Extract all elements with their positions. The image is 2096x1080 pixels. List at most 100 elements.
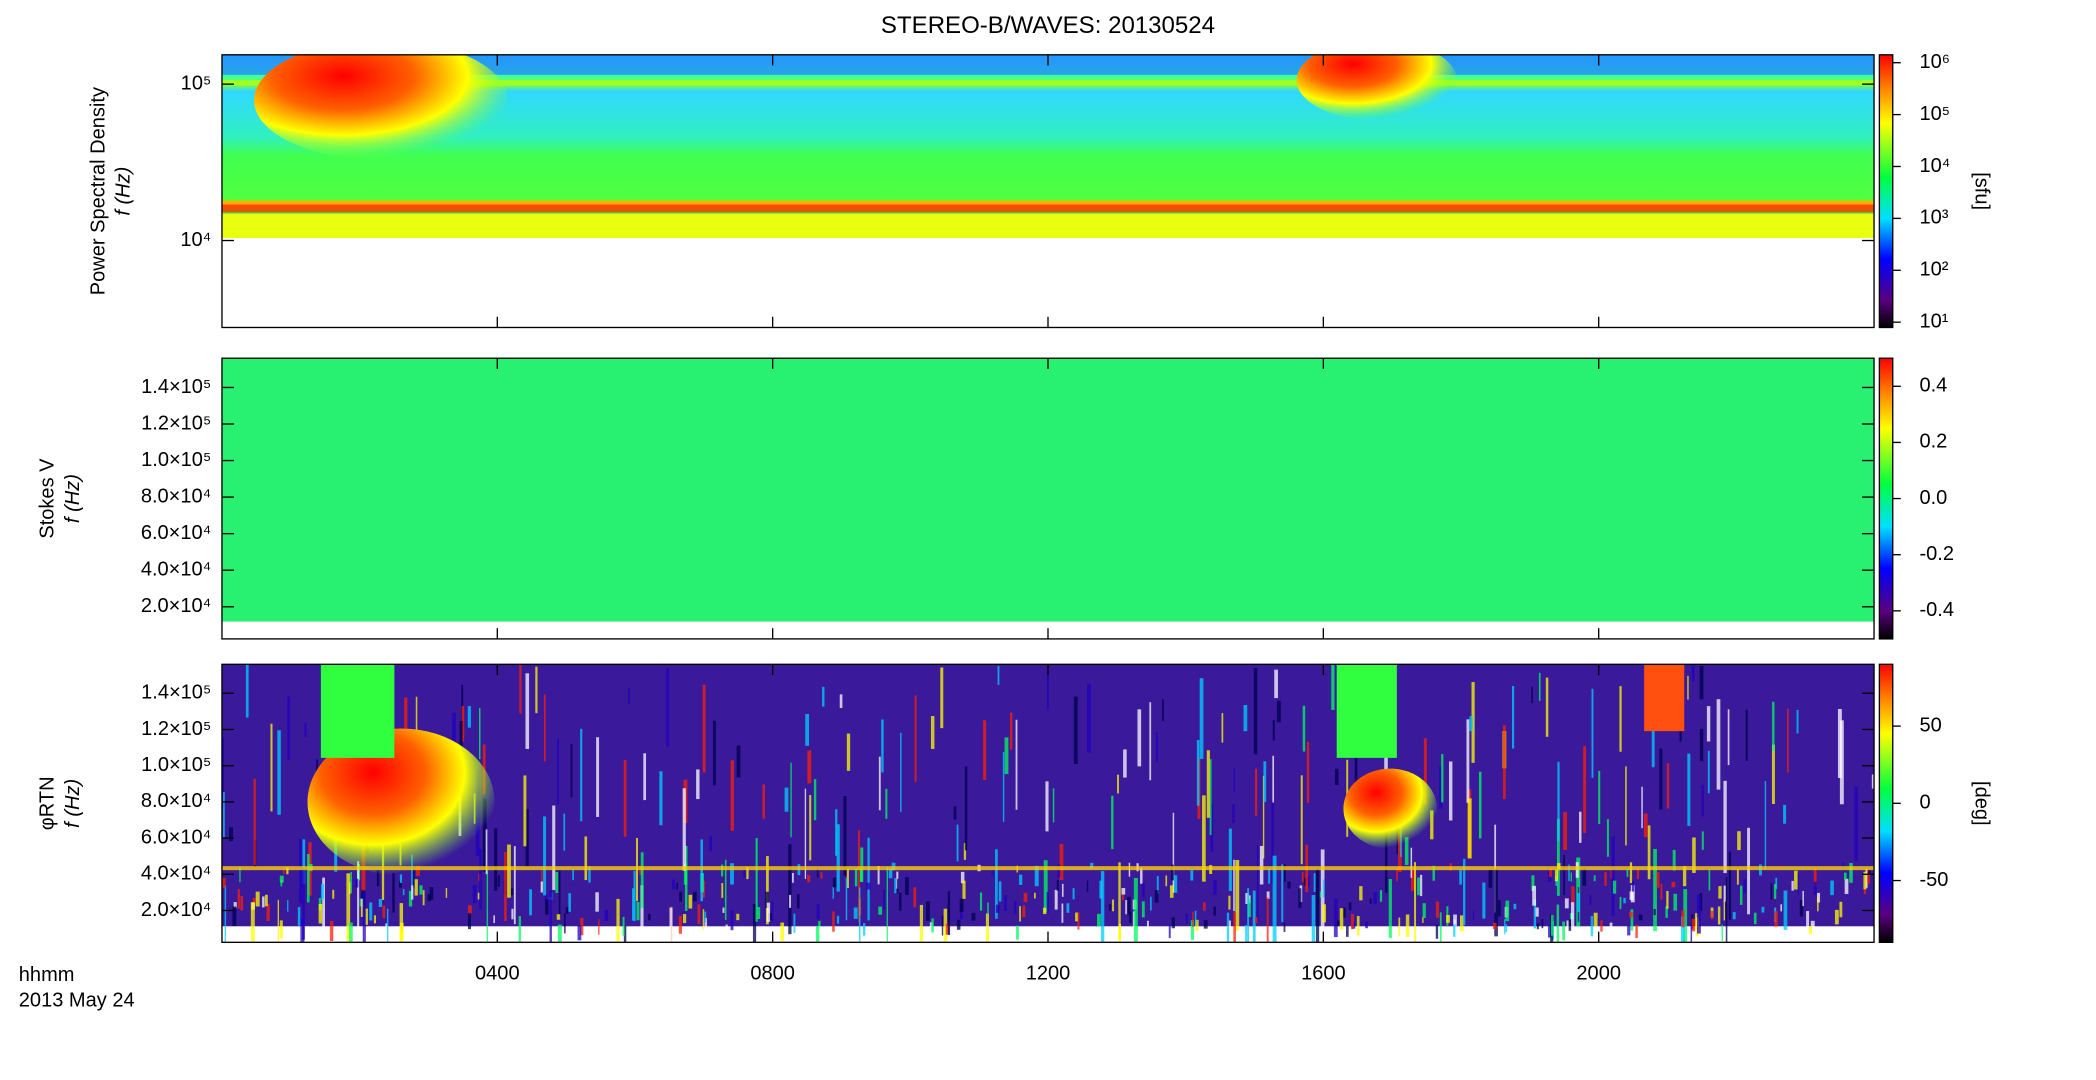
heatmap-noise xyxy=(964,766,968,851)
heatmap-noise xyxy=(1252,890,1256,943)
heatmap-noise xyxy=(1398,917,1401,937)
heatmap-noise xyxy=(622,916,625,936)
heatmap-noise xyxy=(1274,669,1278,699)
heatmap-noise xyxy=(1813,868,1817,886)
heatmap-noise xyxy=(279,920,283,939)
heatmap-noise xyxy=(245,664,249,718)
heatmap-noise xyxy=(1830,880,1834,896)
heatmap-noise xyxy=(807,874,811,883)
heatmap-noise xyxy=(452,712,456,765)
heatmap-noise xyxy=(858,887,861,943)
y-tick-label: 1.4×10⁵ xyxy=(141,682,211,704)
heatmap-noise xyxy=(302,839,306,885)
heatmap-noise xyxy=(1023,892,1028,903)
heatmap-noise xyxy=(709,835,713,852)
heatmap-noise xyxy=(1772,701,1775,751)
heatmap-noise xyxy=(494,828,498,891)
heatmap-noise xyxy=(730,910,734,931)
heatmap-noise xyxy=(1272,719,1275,741)
heatmap-noise xyxy=(682,914,687,924)
heatmap-noise xyxy=(659,771,663,826)
date-label: 2013 May 24 xyxy=(19,989,135,1011)
heatmap-noise xyxy=(790,762,792,838)
heatmap-noise xyxy=(1636,869,1640,880)
colorbar-tick-label: 10⁵ xyxy=(1919,103,1950,125)
heatmap-noise xyxy=(1111,795,1114,850)
heatmap-noise xyxy=(987,902,989,915)
heatmap-noise xyxy=(843,796,847,876)
heatmap-noise xyxy=(1549,867,1553,877)
heatmap-noise xyxy=(1439,766,1443,809)
x-axis-label: hhmm xyxy=(19,964,75,986)
heatmap-noise xyxy=(1331,664,1335,710)
heatmap-noise xyxy=(1843,872,1847,881)
heatmap-noise xyxy=(535,666,538,714)
heatmap-noise xyxy=(1647,825,1651,880)
heatmap-noise xyxy=(1195,919,1199,931)
heatmap-noise xyxy=(253,778,256,866)
heatmap-noise xyxy=(1656,872,1660,888)
heatmap-noise xyxy=(1150,896,1152,911)
heatmap-noise xyxy=(1262,775,1265,859)
heatmap-noise xyxy=(913,887,917,908)
heatmap-noise xyxy=(1169,885,1174,898)
heatmap-noise xyxy=(1300,775,1303,865)
heatmap-noise xyxy=(1687,675,1689,700)
heatmap-noise xyxy=(1154,890,1159,903)
heatmap-noise xyxy=(1707,750,1710,794)
heatmap-noise xyxy=(1396,868,1398,882)
heatmap-noise xyxy=(1604,872,1607,886)
y-tick-label: 1.0×10⁵ xyxy=(141,449,211,471)
heatmap-noise xyxy=(1535,907,1539,917)
heatmap-noise xyxy=(543,694,546,762)
heatmap-noise xyxy=(862,923,866,936)
heatmap-noise xyxy=(860,847,864,882)
heatmap-noise xyxy=(479,849,482,910)
heatmap-noise xyxy=(549,890,552,943)
heatmap-noise xyxy=(369,902,373,921)
heatmap-noise xyxy=(1780,904,1783,912)
heatmap-noise xyxy=(1245,892,1249,905)
heatmap-noise xyxy=(700,839,703,902)
heatmap-noise xyxy=(414,879,418,896)
heatmap-noise xyxy=(1203,902,1206,911)
heatmap-noise xyxy=(1867,870,1870,884)
colorbar-tick-label: 10³ xyxy=(1919,207,1948,229)
heatmap-noise xyxy=(983,720,987,781)
heatmap-band xyxy=(221,866,1875,871)
heatmap-noise xyxy=(1839,720,1844,805)
heatmap-noise xyxy=(1373,891,1378,905)
heatmap-noise xyxy=(1004,895,1007,911)
chart-title: STEREO-B/WAVES: 20130524 xyxy=(881,12,1215,39)
heatmap-noise xyxy=(702,684,706,773)
heatmap-noise xyxy=(1721,924,1723,941)
heatmap-noise xyxy=(1422,916,1424,923)
heatmap-noise xyxy=(746,866,749,880)
heatmap-noise xyxy=(1653,909,1656,916)
heatmap-noise xyxy=(1478,771,1482,839)
heatmap-noise xyxy=(1672,849,1676,871)
y-tick-label: 2.0×10⁴ xyxy=(141,899,211,921)
heatmap-noise xyxy=(679,891,682,902)
heatmap-noise xyxy=(1699,728,1704,761)
heatmap-noise xyxy=(1203,919,1208,929)
heatmap-noise xyxy=(1348,902,1352,911)
y-axis-sublabel: f (Hz) xyxy=(113,167,135,216)
heatmap-noise xyxy=(1313,873,1316,892)
heatmap-noise xyxy=(557,924,562,943)
heatmap-noise xyxy=(1333,898,1338,938)
heatmap-noise xyxy=(636,901,640,921)
heatmap-noise xyxy=(1531,686,1533,704)
y-tick-label: 8.0×10⁴ xyxy=(141,485,211,507)
heatmap-noise xyxy=(1268,868,1271,884)
heatmap-noise xyxy=(1307,875,1310,887)
heatmap-noise xyxy=(1301,871,1304,883)
heatmap-noise xyxy=(1009,712,1013,750)
heatmap-noise xyxy=(1133,877,1138,943)
heatmap-noise xyxy=(1612,880,1617,894)
heatmap-noise xyxy=(1233,859,1235,912)
heatmap-noise xyxy=(640,852,644,908)
heatmap-noise xyxy=(1718,886,1722,899)
heatmap-noise xyxy=(860,868,863,882)
heatmap-noise xyxy=(697,904,701,925)
